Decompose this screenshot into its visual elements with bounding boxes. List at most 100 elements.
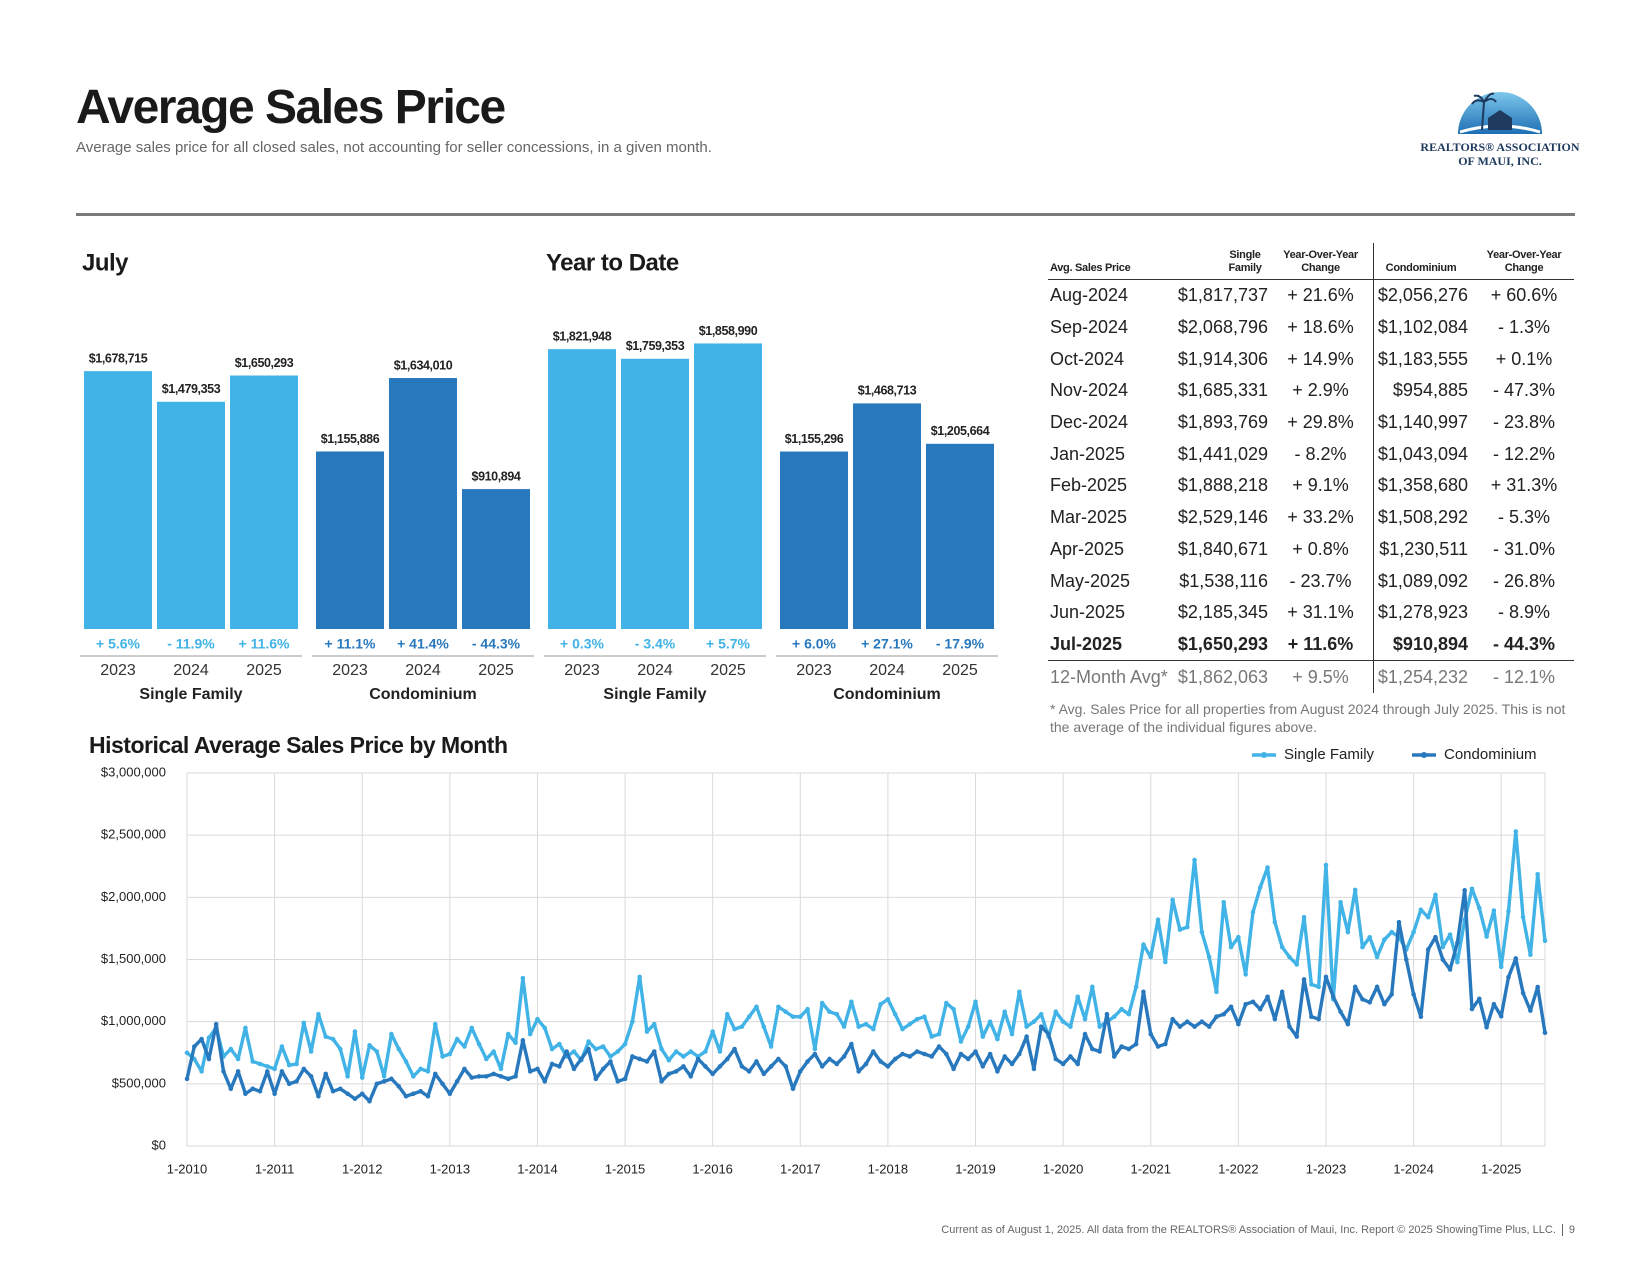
table-cell: + 29.8% xyxy=(1287,412,1354,433)
x-tick-label: 2024 xyxy=(173,662,209,679)
change-label: - 44.3% xyxy=(472,636,521,652)
table-cell: $1,089,092 xyxy=(1373,565,1474,597)
line-series xyxy=(184,888,1548,1104)
x-tick-label: 2023 xyxy=(332,662,368,679)
table-cell: $1,140,997 xyxy=(1373,406,1474,439)
bar xyxy=(694,343,762,629)
table-row: Dec-2024 $1,893,769 + 29.8% $1,140,997 - 23.… xyxy=(1048,406,1574,439)
value-label: $1,155,886 xyxy=(321,432,380,446)
table-cell: Jul-2025 xyxy=(1050,633,1123,654)
x-tick-label: 2024 xyxy=(405,662,441,679)
table-cell: $1,888,218 xyxy=(1177,475,1268,496)
table-cell: $910,894 xyxy=(1373,628,1474,661)
legend-swatch-dot xyxy=(1261,752,1267,758)
table-cell: + 9.5% xyxy=(1268,660,1374,693)
y-tick-label: $500,000 xyxy=(112,1075,166,1090)
bar xyxy=(157,401,225,629)
table-row: Oct-2024 $1,914,306 + 14.9% $1,183,555 + 0.1… xyxy=(1048,343,1574,376)
change-label: + 27.1% xyxy=(861,636,913,652)
bar xyxy=(853,403,921,629)
column-header: Condominium xyxy=(1373,243,1474,280)
y-tick-label: $1,000,000 xyxy=(101,1013,166,1028)
table-cell: $1,183,555 xyxy=(1373,343,1474,376)
x-tick-label: 1-2025 xyxy=(1481,1161,1521,1176)
x-tick-label: 2025 xyxy=(478,662,514,679)
x-tick-label: 1-2012 xyxy=(342,1161,382,1176)
x-tick-label: 1-2022 xyxy=(1218,1161,1258,1176)
y-tick-label: $2,000,000 xyxy=(101,889,166,904)
table-row: Mar-2025 $2,529,146 + 33.2% $1,508,292 - 5.3… xyxy=(1048,501,1574,534)
table-cell: $1,893,769 xyxy=(1177,412,1268,433)
table-cell: $1,650,293 xyxy=(1177,633,1268,654)
table-cell: $1,441,029 xyxy=(1177,443,1268,464)
bar xyxy=(780,451,848,629)
value-label: $1,468,713 xyxy=(858,384,917,398)
bar xyxy=(84,371,152,629)
legend-swatch-dot xyxy=(1421,752,1427,758)
table-cell: - 23.7% xyxy=(1289,570,1352,591)
change-label: - 11.9% xyxy=(167,636,215,652)
table-cell: - 8.2% xyxy=(1294,443,1347,464)
change-label: + 11.1% xyxy=(325,636,377,652)
table-cell: - 23.8% xyxy=(1492,412,1556,433)
value-label: $1,650,293 xyxy=(235,356,294,370)
table-cell: - 47.3% xyxy=(1492,380,1556,401)
x-tick-label: 1-2014 xyxy=(517,1161,557,1176)
x-tick-label: 1-2017 xyxy=(780,1161,820,1176)
table-cell: + 18.6% xyxy=(1287,317,1354,338)
bar xyxy=(389,378,457,629)
x-tick-label: 2025 xyxy=(710,662,746,679)
table-cell: + 31.1% xyxy=(1287,602,1354,623)
table-cell: + 11.6% xyxy=(1287,633,1354,654)
logo-line: OF MAUI, INC. xyxy=(1458,154,1542,168)
table-row: Aug-2024 $1,817,737 + 21.6% $2,056,276 + 60.… xyxy=(1048,279,1574,312)
x-tick-label: 1-2016 xyxy=(692,1161,732,1176)
table-cell: - 8.9% xyxy=(1497,602,1551,623)
table-cell: $1,914,306 xyxy=(1177,348,1268,369)
table-cell: $1,358,680 xyxy=(1373,470,1474,502)
table-cell: - 12.2% xyxy=(1492,443,1556,464)
value-label: $1,155,296 xyxy=(785,432,844,446)
table-row: Sep-2024 $2,068,796 + 18.6% $1,102,084 - 1.3… xyxy=(1048,311,1574,344)
y-tick-label: $2,500,000 xyxy=(101,827,166,842)
x-tick-label: 1-2020 xyxy=(1043,1161,1083,1176)
change-label: + 5.7% xyxy=(706,636,751,652)
bar xyxy=(621,358,689,629)
bar xyxy=(926,443,994,629)
table-cell: $1,278,923 xyxy=(1373,596,1474,629)
value-label: $1,678,715 xyxy=(89,351,148,365)
table-cell: $1,254,232 xyxy=(1373,660,1474,693)
column-header: Year-Over-Year Change xyxy=(1474,243,1574,280)
table-cell: Aug-2024 xyxy=(1050,285,1129,306)
logo-icon xyxy=(1458,92,1542,134)
table-row: Apr-2025 $1,840,671 + 0.8% $1,230,511 - 31.0… xyxy=(1048,533,1574,566)
change-label: - 3.4% xyxy=(635,636,676,652)
y-tick-label: $1,500,000 xyxy=(101,951,166,966)
table-cell: - 1.3% xyxy=(1497,317,1551,338)
value-label: $1,858,990 xyxy=(699,324,758,338)
table-cell: - 5.3% xyxy=(1497,507,1551,528)
table-cell: + 14.9% xyxy=(1287,348,1354,369)
table-cell: + 9.1% xyxy=(1292,475,1349,496)
y-tick-label: $3,000,000 xyxy=(101,764,166,779)
table-cell: Dec-2024 xyxy=(1050,412,1129,433)
change-label: + 5.6% xyxy=(96,636,141,652)
bar xyxy=(462,489,530,629)
change-label: + 11.6% xyxy=(239,636,291,652)
x-tick-label: 2024 xyxy=(869,662,905,679)
table-cell: $2,068,796 xyxy=(1177,317,1268,338)
change-label: + 0.3% xyxy=(560,636,605,652)
x-tick-label: 1-2023 xyxy=(1306,1161,1346,1176)
footer: Current as of August 1, 2025. All data f… xyxy=(941,1224,1575,1236)
table-cell: Feb-2025 xyxy=(1050,475,1128,496)
table-cell: + 2.9% xyxy=(1292,380,1349,401)
x-tick-label: 2023 xyxy=(796,662,832,679)
table-cell: Sep-2024 xyxy=(1050,317,1129,338)
page-subtitle: Average sales price for all closed sales… xyxy=(76,139,712,156)
page-title: Average Sales Price xyxy=(76,81,506,134)
table-cell: $1,508,292 xyxy=(1373,501,1474,534)
table-footnote: * Avg. Sales Price for all properties fr… xyxy=(1050,701,1566,735)
table-row: Jul-2025 $1,650,293 + 11.6% $910,894 - 44.3% xyxy=(1048,628,1574,661)
